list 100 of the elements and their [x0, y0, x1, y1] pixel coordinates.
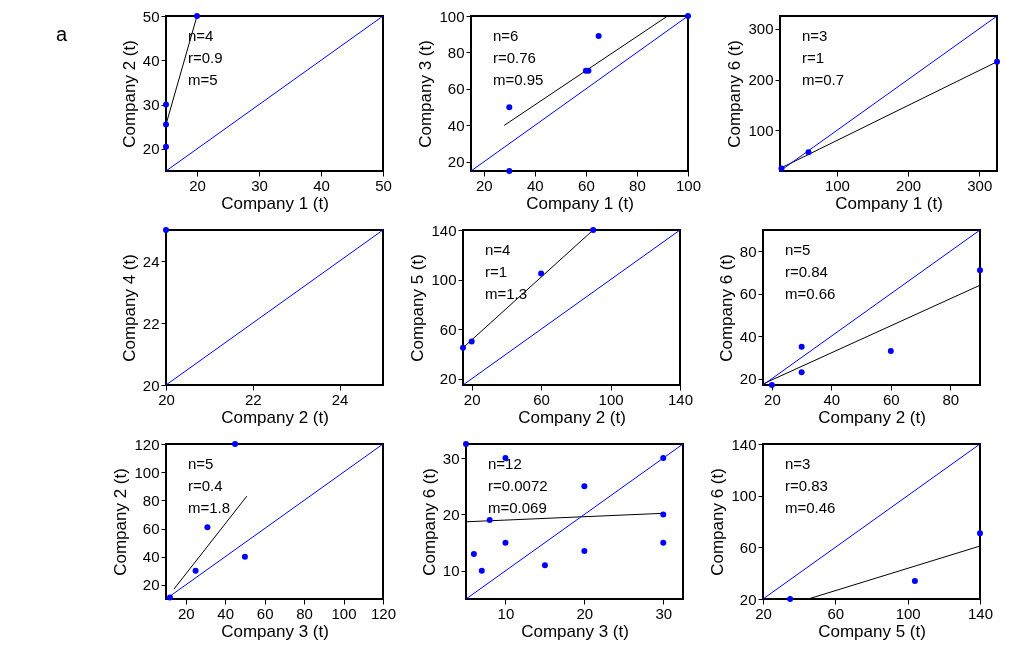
y-tick-label: 20 [142, 376, 160, 394]
x-axis-title: Company 1 (t) [526, 193, 634, 213]
x-tick-label: 100 [598, 390, 624, 408]
y-tick-label: 200 [748, 71, 774, 89]
point [470, 550, 477, 557]
point [163, 121, 169, 128]
y-tick-label: 140 [731, 435, 757, 453]
point [660, 511, 667, 518]
x-tick-label: 40 [823, 390, 841, 408]
y-tick-label: 60 [739, 285, 757, 303]
y-tick-label: 60 [142, 520, 160, 538]
chart-title: a [56, 23, 68, 45]
x-tick-label: 24 [331, 390, 349, 408]
annotation: m=0.46 [785, 499, 836, 516]
x-tick-label: 60 [882, 390, 900, 408]
y-axis-title: Company 5 (t) [408, 254, 428, 362]
annotation: n=3 [785, 455, 811, 472]
point [204, 524, 211, 531]
y-tick-label: 100 [439, 7, 465, 25]
point [994, 58, 1000, 65]
annotation: n=5 [785, 241, 811, 258]
x-tick-label: 40 [313, 176, 330, 194]
y-tick-label: 140 [431, 221, 457, 239]
y-tick-label: 40 [142, 51, 160, 69]
y-tick-label: 40 [739, 327, 757, 345]
y-tick-label: 120 [134, 435, 160, 453]
annotation: n=4 [188, 27, 214, 44]
point [538, 270, 545, 277]
y-axis-title: Company 6 (t) [419, 468, 439, 576]
x-tick-label: 20 [177, 604, 195, 622]
annotation: r=0.4 [188, 477, 223, 494]
x-axis-title: Company 2 (t) [518, 407, 626, 427]
x-tick-label: 200 [896, 176, 922, 194]
point [506, 168, 513, 174]
y-tick-label: 300 [748, 20, 774, 38]
x-tick-label: 80 [629, 176, 646, 194]
x-tick-label: 60 [256, 604, 274, 622]
y-tick-label: 80 [739, 242, 757, 260]
point [486, 517, 493, 524]
point [977, 267, 983, 274]
point [977, 530, 983, 537]
x-axis-title: Company 1 (t) [835, 193, 943, 213]
y-axis-title: Company 6 (t) [725, 40, 745, 148]
point [163, 101, 169, 108]
x-axis-title: Company 3 (t) [521, 621, 629, 641]
y-tick-label: 50 [142, 7, 160, 25]
x-tick-label: 80 [296, 604, 313, 622]
point [194, 13, 200, 19]
y-tick-label: 20 [739, 590, 757, 608]
x-tick-label: 100 [675, 176, 702, 194]
x-tick-label: 30 [251, 176, 268, 194]
x-tick-label: 100 [824, 176, 850, 194]
point [581, 548, 588, 555]
x-tick-label: 10 [497, 604, 515, 622]
point [685, 13, 691, 19]
annotation: n=12 [488, 455, 522, 472]
y-tick-label: 20 [739, 370, 757, 388]
point [163, 143, 169, 150]
annotation: r=0.0072 [488, 477, 548, 494]
point [463, 441, 469, 447]
x-axis-title: Company 3 (t) [221, 621, 329, 641]
point [506, 104, 513, 111]
x-tick-label: 20 [475, 176, 493, 194]
y-tick-label: 40 [447, 116, 465, 134]
point [460, 344, 466, 351]
y-tick-label: 100 [431, 271, 457, 289]
x-tick-label: 140 [667, 390, 694, 408]
annotation: n=4 [485, 241, 511, 258]
y-tick-label: 80 [142, 491, 160, 509]
annotation: m=0.069 [488, 499, 547, 516]
point [468, 338, 475, 345]
point [478, 567, 485, 574]
y-axis-title: Company 4 (t) [119, 254, 139, 362]
x-axis-title: Company 2 (t) [818, 407, 926, 427]
annotation: r=1 [485, 263, 508, 280]
annotation: r=1 [802, 49, 825, 66]
y-axis-title: Company 2 (t) [111, 468, 131, 576]
point [192, 567, 199, 574]
y-tick-label: 20 [447, 153, 465, 171]
x-tick-label: 100 [895, 604, 921, 622]
y-tick-label: 22 [142, 314, 160, 332]
x-axis-title: Company 1 (t) [221, 193, 329, 213]
y-tick-label: 30 [442, 449, 460, 467]
point [595, 33, 602, 40]
y-tick-label: 100 [731, 487, 757, 505]
x-axis-title: Company 5 (t) [818, 621, 926, 641]
annotation: n=3 [802, 27, 828, 44]
point [887, 348, 894, 355]
point [232, 441, 239, 447]
x-tick-label: 20 [463, 390, 481, 408]
point [541, 562, 548, 569]
point [798, 343, 805, 350]
x-tick-label: 20 [189, 176, 206, 194]
x-tick-label: 300 [967, 176, 993, 194]
x-tick-label: 30 [655, 604, 673, 622]
annotation: m=0.66 [785, 285, 836, 302]
y-tick-label: 100 [748, 121, 774, 139]
y-tick-label: 20 [142, 140, 160, 158]
x-tick-label: 120 [370, 604, 397, 622]
point [768, 382, 775, 388]
